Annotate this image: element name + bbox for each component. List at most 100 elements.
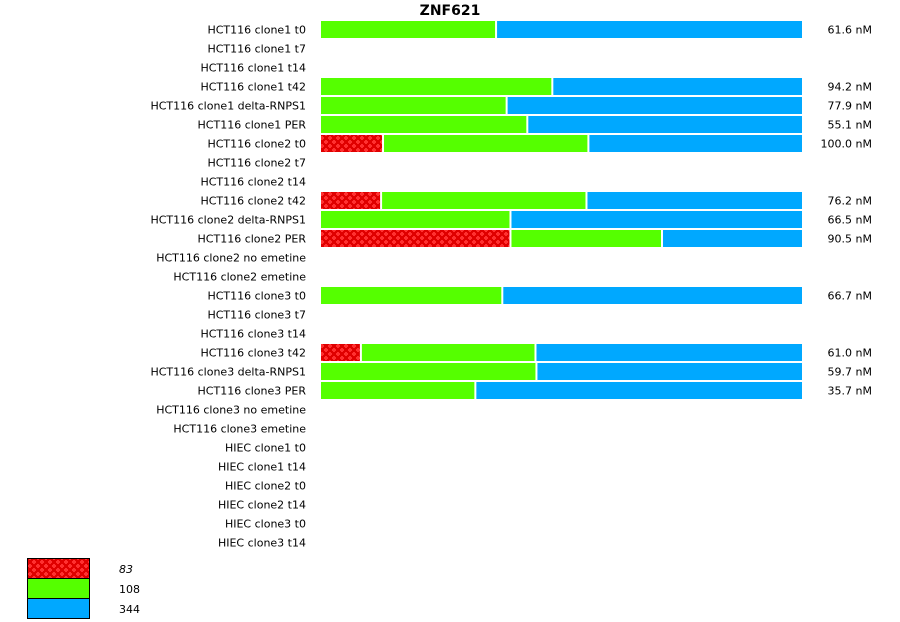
value-label: 61.6 nM — [828, 24, 872, 37]
chart-row: HIEC clone1 t0 — [225, 442, 306, 455]
legend-swatch — [27, 558, 90, 579]
chart-row: HCT116 clone2 PER 90.5 nM — [198, 230, 872, 247]
row-label: HIEC clone2 t14 — [218, 499, 306, 512]
bar-segment-s108 — [321, 78, 552, 95]
bar-segment-s83 — [321, 135, 383, 152]
row-label: HCT116 clone2 emetine — [173, 271, 306, 284]
chart-row: HCT116 clone1 delta-RNPS1 77.9 nM — [150, 97, 872, 114]
bar-segment-s344 — [537, 363, 802, 380]
chart-title: ZNF621 — [420, 3, 481, 19]
value-label: 77.9 nM — [828, 100, 872, 113]
bar-segment-s344 — [528, 116, 802, 133]
row-label: HCT116 clone1 t14 — [200, 62, 306, 75]
row-label: HIEC clone3 t14 — [218, 537, 306, 550]
legend-item: 108 — [27, 578, 140, 599]
bar-segment-s83 — [321, 230, 510, 247]
row-label: HCT116 clone2 t42 — [200, 195, 306, 208]
row-label: HCT116 clone1 t7 — [207, 43, 306, 56]
legend-label: 83 — [119, 563, 133, 576]
bar-segment-s344 — [476, 382, 802, 399]
row-label: HCT116 clone3 t14 — [200, 328, 306, 341]
value-label: 59.7 nM — [828, 366, 872, 379]
chart-row: HCT116 clone3 emetine — [173, 423, 306, 436]
bar-segment-s344 — [553, 78, 802, 95]
chart-row: HCT116 clone3 t14 — [200, 328, 306, 341]
row-label: HCT116 clone1 t42 — [200, 81, 306, 94]
chart-row: HCT116 clone2 emetine — [173, 271, 306, 284]
bar-segment-s108 — [321, 287, 502, 304]
legend-label: 108 — [119, 583, 140, 596]
chart-row: HCT116 clone1 t0 61.6 nM — [207, 21, 872, 38]
value-label: 100.0 nM — [821, 138, 872, 151]
bar-segment-s83 — [321, 344, 360, 361]
bar-segment-s344 — [536, 344, 802, 361]
row-label: HCT116 clone3 t42 — [200, 347, 306, 360]
chart-row: HCT116 clone2 no emetine — [156, 252, 306, 265]
row-label: HCT116 clone2 t14 — [200, 176, 306, 189]
value-label: 35.7 nM — [828, 385, 872, 398]
row-label: HCT116 clone3 delta-RNPS1 — [150, 366, 306, 379]
chart-row: HCT116 clone3 PER 35.7 nM — [198, 382, 872, 399]
legend: 83 108 344 — [27, 558, 140, 619]
bar-segment-s108 — [321, 21, 496, 38]
bar-segment-s108 — [384, 135, 588, 152]
bar-segment-s344 — [587, 192, 802, 209]
bar-segment-s344 — [497, 21, 802, 38]
row-label: HIEC clone1 t0 — [225, 442, 306, 455]
chart-row: HIEC clone1 t14 — [218, 461, 306, 474]
row-label: HCT116 clone3 no emetine — [156, 404, 306, 417]
value-label: 90.5 nM — [828, 233, 872, 246]
chart-row: HIEC clone3 t14 — [218, 537, 306, 550]
chart-row: HCT116 clone2 t0 100.0 nM — [207, 135, 872, 152]
bar-segment-s344 — [507, 97, 802, 114]
value-label: 55.1 nM — [828, 119, 872, 132]
chart-rows: HCT116 clone1 t0 61.6 nM HCT116 clone1 t7 H… — [150, 21, 872, 550]
chart-row: HCT116 clone3 t42 61.0 nM — [200, 344, 872, 361]
row-label: HCT116 clone1 t0 — [207, 24, 306, 37]
legend-swatch — [27, 578, 90, 599]
value-label: 66.5 nM — [828, 214, 872, 227]
bar-segment-s108 — [321, 97, 506, 114]
row-label: HCT116 clone1 PER — [198, 119, 307, 132]
row-label: HCT116 clone2 delta-RNPS1 — [150, 214, 306, 227]
row-label: HCT116 clone2 no emetine — [156, 252, 306, 265]
legend-item: 83 — [27, 558, 133, 579]
bar-segment-s108 — [511, 230, 661, 247]
row-label: HCT116 clone3 PER — [198, 385, 307, 398]
bar-segment-s344 — [511, 211, 802, 228]
row-label: HCT116 clone1 delta-RNPS1 — [150, 100, 306, 113]
chart-row: HCT116 clone1 PER 55.1 nM — [198, 116, 872, 133]
chart-row: HCT116 clone3 t7 — [207, 309, 306, 322]
chart-row: HCT116 clone2 t14 — [200, 176, 306, 189]
chart-row: HCT116 clone1 t7 — [207, 43, 306, 56]
bar-segment-s108 — [382, 192, 586, 209]
chart-row: HCT116 clone3 no emetine — [156, 404, 306, 417]
bar-segment-s83 — [321, 192, 381, 209]
bar-segment-s108 — [321, 363, 536, 380]
chart-row: HCT116 clone3 t0 66.7 nM — [207, 287, 872, 304]
value-label: 66.7 nM — [828, 290, 872, 303]
bar-segment-s108 — [361, 344, 535, 361]
chart-row: HCT116 clone1 t42 94.2 nM — [200, 78, 872, 95]
chart-row: HIEC clone2 t0 — [225, 480, 306, 493]
bar-segment-s344 — [503, 287, 802, 304]
chart-row: HCT116 clone3 delta-RNPS1 59.7 nM — [150, 363, 872, 380]
row-label: HCT116 clone2 t0 — [207, 138, 306, 151]
legend-swatch — [27, 598, 90, 619]
chart-row: HIEC clone2 t14 — [218, 499, 306, 512]
bar-segment-s344 — [662, 230, 802, 247]
chart-row: HCT116 clone2 t42 76.2 nM — [200, 192, 872, 209]
row-label: HCT116 clone3 t0 — [207, 290, 306, 303]
value-label: 76.2 nM — [828, 195, 872, 208]
legend-label: 344 — [119, 603, 140, 616]
value-label: 61.0 nM — [828, 347, 872, 360]
bar-segment-s108 — [321, 116, 527, 133]
bar-segment-s108 — [321, 382, 475, 399]
row-label: HCT116 clone3 t7 — [207, 309, 306, 322]
bar-segment-s344 — [589, 135, 802, 152]
bar-segment-s108 — [321, 211, 510, 228]
legend-item: 344 — [27, 598, 140, 619]
row-label: HIEC clone1 t14 — [218, 461, 306, 474]
chart-row: HIEC clone3 t0 — [225, 518, 306, 531]
